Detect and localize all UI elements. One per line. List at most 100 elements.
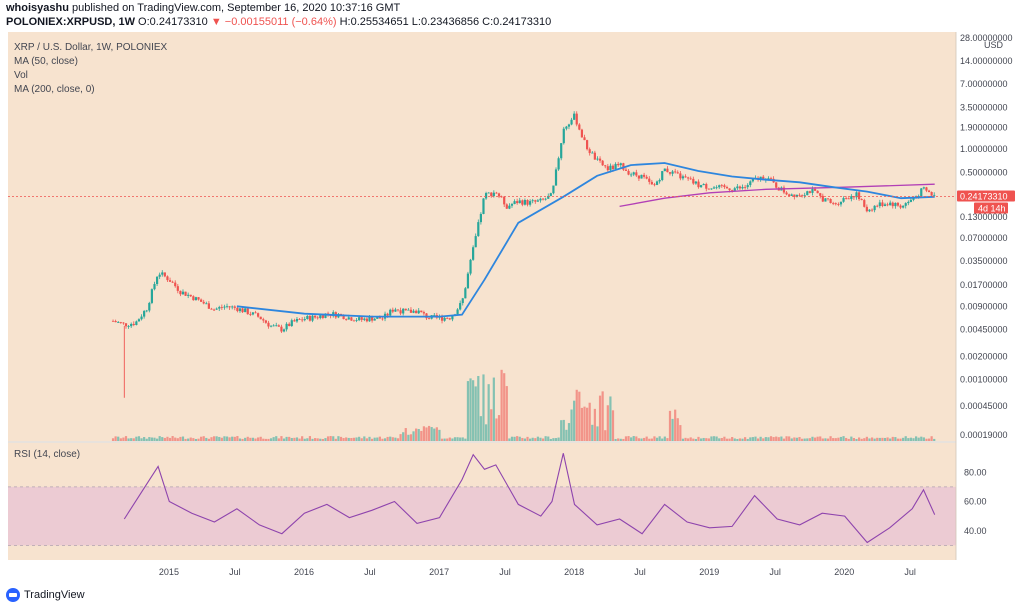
volume-bar — [368, 436, 371, 441]
volume-bar — [876, 437, 879, 441]
tradingview-logo[interactable]: TradingView — [6, 588, 85, 602]
candle-body — [554, 169, 558, 186]
candle-body — [863, 200, 866, 207]
volume-bar — [777, 437, 780, 441]
volume-bar — [806, 438, 809, 441]
candle-body — [220, 307, 223, 308]
price-tick-label: 28.00000000 — [960, 33, 1013, 43]
volume-bar — [446, 438, 449, 441]
volume-bar — [326, 436, 330, 441]
volume-bar — [500, 369, 503, 441]
candle-body — [461, 298, 464, 304]
volume-bar — [433, 428, 436, 441]
volume-bar — [845, 437, 848, 441]
candle-body — [767, 178, 770, 180]
candle-body — [933, 194, 936, 196]
price-pane[interactable] — [8, 32, 956, 441]
volume-bar — [842, 436, 845, 441]
bar-countdown: 4d 14h — [978, 204, 1006, 214]
legend-title: XRP / U.S. Dollar, 1W, POLONIEX — [14, 42, 168, 53]
candle-body — [534, 200, 537, 202]
candle-body — [516, 201, 519, 204]
candle-body — [614, 163, 617, 170]
volume-bar — [513, 436, 516, 441]
candle-body — [298, 319, 301, 320]
candle-body — [358, 317, 361, 321]
volume-bar — [495, 418, 498, 441]
candle-body — [920, 188, 923, 197]
volume-bar — [508, 438, 511, 441]
candle-body — [632, 172, 635, 175]
candle-body — [658, 180, 661, 182]
candle-body — [775, 182, 778, 188]
volume-bar — [376, 437, 379, 441]
legend-ma200[interactable]: MA (200, close, 0) — [14, 84, 95, 95]
volume-bar — [554, 438, 558, 441]
candle-body — [604, 165, 607, 167]
volume-bar — [912, 438, 915, 441]
time-axis[interactable]: 2015 Jul 2016 Jul 2017 Jul 2018 Jul 2019 Jul 2020 J… — [159, 567, 916, 577]
legend-rsi[interactable]: RSI (14, close) — [14, 449, 80, 460]
candle-body — [464, 288, 467, 299]
candle-body — [671, 171, 674, 174]
volume-bar — [306, 438, 309, 441]
rsi-axis[interactable]: 80.00 60.00 40.00 — [964, 467, 987, 536]
candle-body — [681, 176, 685, 179]
candle-body — [130, 323, 133, 327]
candle-body — [712, 187, 716, 189]
volume-bar — [575, 389, 578, 441]
volume-bar — [124, 436, 128, 441]
time-tick-label: Jul — [634, 567, 646, 577]
volume-bar — [192, 438, 195, 441]
candles — [111, 111, 936, 398]
volume-bar — [303, 438, 306, 441]
volume-bar — [311, 438, 314, 441]
volume-bar — [383, 438, 387, 441]
legend-ma50[interactable]: MA (50, close) — [14, 56, 78, 67]
close-value: 0.24173310 — [493, 16, 552, 28]
volume-bar — [617, 438, 620, 441]
candle-body — [536, 200, 539, 202]
candle-body — [904, 203, 907, 206]
volume-bar — [930, 436, 933, 441]
candle-body — [166, 276, 169, 281]
volume-bar — [560, 420, 563, 441]
volume-bar — [223, 436, 226, 441]
volume-bar — [246, 436, 249, 441]
rsi-band — [8, 486, 956, 546]
rsi-line — [123, 453, 936, 544]
candle-body — [122, 322, 125, 324]
candle-body — [834, 203, 837, 205]
volume-bar — [627, 436, 630, 441]
author-name[interactable]: whoisyashu — [6, 2, 69, 14]
price-axis[interactable]: 28.00000000 14.00000000 7.00000000 3.500000… — [960, 33, 1013, 440]
legend-vol[interactable]: Vol — [14, 70, 28, 81]
time-tick-label: 2017 — [429, 567, 449, 577]
volume-bar — [295, 437, 299, 441]
candle-body — [150, 289, 154, 303]
candle-body — [311, 315, 314, 321]
candle-body — [158, 274, 161, 277]
candle-body — [215, 308, 218, 310]
volume-bar — [179, 436, 182, 441]
candle-body — [114, 321, 117, 323]
volume-bar — [837, 437, 840, 441]
volume-bar — [482, 374, 485, 441]
candle-body — [171, 281, 174, 283]
tradingview-logo-icon — [6, 588, 20, 602]
volume-bar — [438, 429, 441, 441]
high-label: H: — [339, 16, 351, 28]
volume-bar — [264, 438, 267, 441]
candle-body — [295, 319, 299, 322]
time-tick-label: Jul — [769, 567, 781, 577]
candle-body — [492, 192, 495, 197]
volume-bar — [329, 436, 332, 441]
candle-body — [440, 316, 444, 321]
volume-bar — [262, 438, 265, 441]
candle-body — [187, 294, 190, 296]
volume-bar — [373, 437, 376, 441]
volume-bar — [477, 375, 480, 441]
candle-body — [596, 158, 599, 160]
volume-bar — [360, 438, 363, 441]
